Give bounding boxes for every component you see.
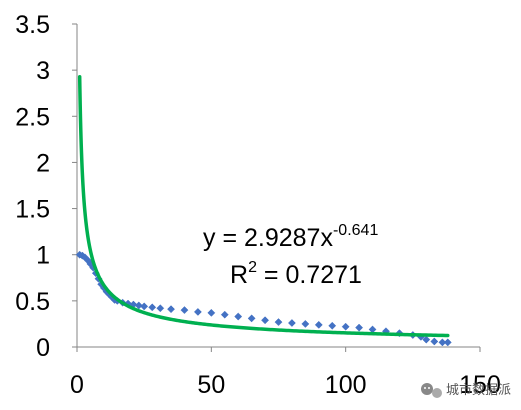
data-point bbox=[207, 308, 216, 317]
data-point bbox=[234, 312, 243, 321]
y-tick-label: 0.5 bbox=[15, 288, 50, 316]
y-tick-label: 2 bbox=[36, 149, 50, 177]
data-point bbox=[167, 305, 175, 314]
y-tick-label: 3 bbox=[36, 57, 50, 85]
data-point bbox=[430, 337, 439, 346]
data-point bbox=[301, 319, 310, 328]
x-tick-label: 150 bbox=[459, 371, 501, 399]
data-point bbox=[180, 306, 189, 315]
data-point bbox=[443, 338, 452, 347]
data-point bbox=[261, 316, 270, 325]
data-point bbox=[247, 314, 256, 323]
data-point bbox=[314, 320, 323, 329]
r-squared-label: R2 = 0.7271 bbox=[230, 259, 362, 289]
x-tick-label: 50 bbox=[197, 371, 225, 399]
watermark: 城市数据派 bbox=[421, 382, 511, 398]
watermark-text: 城市数据派 bbox=[446, 382, 511, 398]
data-point bbox=[156, 304, 165, 313]
wechat-icon bbox=[421, 383, 442, 398]
y-tick-label: 1.5 bbox=[15, 196, 50, 224]
x-tick-label: 0 bbox=[70, 371, 84, 399]
data-point bbox=[220, 310, 229, 319]
data-point bbox=[355, 323, 364, 332]
data-point bbox=[287, 319, 296, 327]
y-axis-tick-labels: 0 0.5 1 1.5 2 2.5 3 3.5 bbox=[15, 11, 50, 362]
trendline bbox=[77, 74, 450, 338]
y-tick-label: 0 bbox=[36, 334, 50, 362]
x-axis-tick-labels: 0 50 100 150 bbox=[70, 371, 501, 399]
x-tick-label: 100 bbox=[325, 371, 367, 399]
data-point bbox=[341, 322, 350, 331]
data-point bbox=[148, 303, 157, 312]
data-point bbox=[438, 338, 447, 347]
trendline-equation: y = 2.9287x-0.641 bbox=[203, 222, 378, 252]
data-point bbox=[422, 335, 431, 344]
data-point bbox=[193, 307, 202, 316]
data-point bbox=[328, 321, 337, 330]
trendline-path bbox=[77, 74, 450, 338]
y-tick-label: 2.5 bbox=[15, 103, 50, 131]
y-tick-label: 3.5 bbox=[15, 11, 50, 39]
y-tick-label: 1 bbox=[36, 242, 50, 270]
data-point bbox=[274, 318, 283, 327]
chart-axes bbox=[72, 23, 481, 352]
data-point bbox=[140, 302, 149, 311]
